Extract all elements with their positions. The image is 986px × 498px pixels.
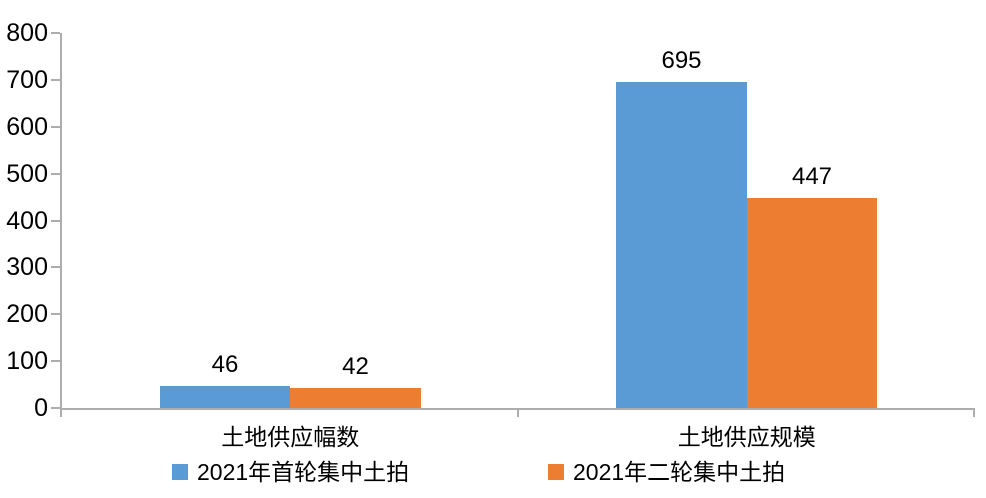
bar-value-label: 42 — [342, 353, 369, 381]
y-axis-line — [60, 33, 62, 417]
bar-value-label: 46 — [211, 351, 239, 379]
bar-2021年二轮集中土拍-土地供应规模 — [746, 198, 878, 408]
y-axis-tick-label: 800 — [6, 19, 48, 47]
bar-2021年首轮集中土拍-土地供应幅数 — [159, 386, 291, 408]
y-axis-tick-label: 600 — [6, 112, 48, 141]
bar-2021年首轮集中土拍-土地供应规模 — [616, 82, 747, 408]
y-axis-tick — [51, 360, 60, 363]
legend-item: 2021年首轮集中土拍 — [172, 459, 410, 485]
y-axis-tick-label: 500 — [6, 159, 48, 188]
y-axis-tick — [51, 172, 60, 175]
y-axis-tick-label: 0 — [34, 394, 48, 422]
y-axis-tick — [51, 407, 60, 409]
y-axis-tick — [51, 219, 60, 222]
y-axis-tick — [51, 313, 60, 316]
y-axis-tick-label: 200 — [6, 300, 48, 329]
y-axis-tick-label: 400 — [6, 206, 48, 235]
y-axis-tick — [51, 78, 60, 81]
legend-label: 2021年首轮集中土拍 — [197, 459, 410, 485]
legend-item: 2021年二轮集中土拍 — [548, 459, 786, 485]
y-axis-tick-label: 700 — [6, 65, 48, 94]
y-axis-tick — [51, 32, 60, 34]
bar-value-label: 695 — [661, 47, 702, 75]
legend-swatch-icon — [548, 464, 564, 480]
x-axis-category-label: 土地供应幅数 — [221, 424, 360, 450]
bar-value-label: 447 — [791, 163, 833, 191]
x-axis-tick — [516, 408, 519, 417]
y-axis-tick-label: 300 — [6, 253, 48, 282]
y-axis-tick — [51, 125, 60, 128]
x-axis-category-label: 土地供应规模 — [677, 424, 816, 450]
x-axis-line — [62, 408, 975, 410]
legend-label: 2021年二轮集中土拍 — [573, 459, 786, 485]
legend-swatch-icon — [172, 464, 188, 480]
x-axis-tick — [973, 408, 975, 417]
y-axis-tick — [51, 266, 60, 269]
bar-2021年二轮集中土拍-土地供应幅数 — [290, 388, 421, 408]
y-axis-tick-label: 100 — [6, 347, 48, 376]
